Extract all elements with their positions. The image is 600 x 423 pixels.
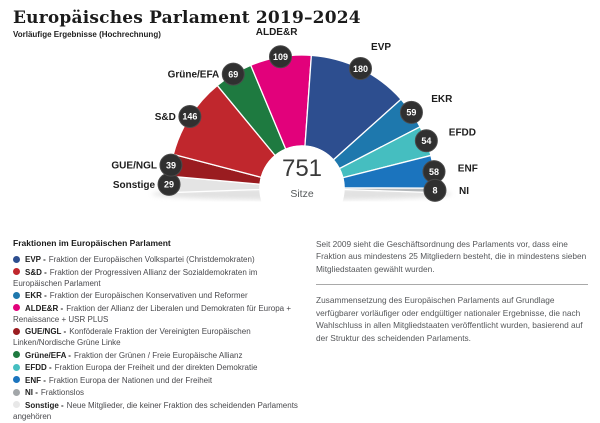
seat-badge-evp — [348, 57, 372, 81]
legend-group-code: NI - — [25, 388, 38, 398]
group-label-s-d: S&D — [155, 112, 176, 123]
seat-count-gue-ngl: 39 — [166, 160, 176, 170]
legend-group-description: Fraktion Europa der Freiheit und der dir… — [54, 363, 258, 373]
legend-color-dot-icon — [13, 363, 20, 371]
legend-item: ENF - Fraktion Europa der Nationen und de… — [13, 375, 305, 386]
legend-group-description: Fraktion der Progressiven Allianz der So… — [13, 267, 258, 288]
seat-count-efdd: 54 — [421, 136, 431, 146]
notes-divider — [316, 284, 588, 286]
legend-item: EKR - Fraktion der Europäischen Konservat… — [13, 290, 305, 301]
legend-color-dot-icon — [13, 304, 20, 312]
legend-color-dot-icon — [13, 327, 20, 335]
seat-count-ekr: 59 — [406, 108, 416, 118]
total-seats-value: 751 — [281, 155, 323, 182]
legend-color-dot-icon — [13, 351, 20, 359]
seat-count-gr-ne-efa: 69 — [228, 69, 238, 79]
legend-item: ALDE&R - Fraktion der Allianz der Liberal… — [13, 303, 305, 325]
seat-count-alde-r: 109 — [273, 52, 288, 62]
legend-item: S&D - Fraktion der Progressiven Allianz d… — [13, 267, 305, 289]
legend-group-code: GUE/NGL - — [25, 327, 67, 337]
seat-badge-s-d — [178, 104, 202, 128]
legend-group-description: Fraktion der Grünen / Freie Europäische … — [73, 350, 243, 360]
legend-group-description: Fraktion der Allianz der Liberalen und D… — [13, 303, 292, 324]
group-label-efdd: EFDD — [449, 127, 476, 138]
legend: Fraktionen im Europäischen Parlament EVP… — [13, 238, 305, 423]
seat-count-evp: 180 — [353, 64, 368, 74]
group-label-gr-ne-efa: Grüne/EFA — [168, 70, 220, 81]
seat-count-s-d: 146 — [182, 112, 197, 122]
page-subtitle: Vorläufige Ergebnisse (Hochrechnung) — [13, 30, 161, 39]
legend-item: Grüne/EFA - Fraktion der Grünen / Freie E… — [13, 350, 305, 361]
legend-item: EFDD - Fraktion Europa der Freiheit und d… — [13, 362, 305, 373]
seat-count-enf: 58 — [429, 167, 439, 177]
legend-item: GUE/NGL - Konföderale Fraktion der Verein… — [13, 326, 305, 348]
legend-item: Sonstige - Neue Mitglieder, die keiner Fr… — [13, 400, 305, 422]
legend-group-code: EKR - — [25, 291, 47, 301]
legend-group-description: Fraktion der Europäischen Volkspartei (C… — [48, 255, 255, 264]
hemicycle-chart: 29 Sonstige 39 GUE/NGL 146 S&D 69 Grüne/EFA 109 A… — [111, 27, 478, 228]
seat-badge-ni — [423, 178, 447, 202]
seat-count-sonstige: 29 — [164, 180, 174, 190]
legend-group-code: S&D - — [25, 267, 47, 277]
legend-color-dot-icon — [13, 401, 20, 409]
legend-group-code: ALDE&R - — [25, 303, 64, 313]
legend-color-dot-icon — [13, 376, 20, 384]
legend-group-code: Sonstige - — [25, 400, 64, 410]
group-label-gue-ngl: GUE/NGL — [111, 161, 157, 172]
legend-heading: Fraktionen im Europäischen Parlament — [13, 238, 171, 248]
seat-badge-gue-ngl — [159, 153, 183, 177]
legend-items: EVP - Fraktion der Europäischen Volkspart… — [13, 254, 305, 422]
seat-badge-ekr — [399, 100, 423, 124]
page-title: Europäisches Parlament 2019–2024 — [13, 8, 361, 28]
legend-group-description: Fraktion Europa der Nationen und der Fre… — [48, 375, 213, 385]
legend-color-dot-icon — [13, 268, 20, 276]
legend-color-dot-icon — [13, 388, 20, 396]
legend-group-description: Fraktionslos — [40, 388, 85, 398]
legend-group-code: Grüne/EFA - — [25, 350, 71, 360]
seat-count-ni: 8 — [432, 186, 437, 196]
notes-panel: Seit 2009 sieht die Geschäftsordnung des… — [316, 238, 588, 353]
legend-color-dot-icon — [13, 255, 20, 263]
note-composition: Zusammensetzung des Europäischen Parlame… — [316, 295, 583, 343]
seat-badge-alde-r — [268, 45, 292, 69]
legend-color-dot-icon — [13, 291, 20, 299]
group-label-alde-r: ALDE&R — [256, 27, 298, 38]
legend-group-code: EFDD - — [25, 363, 52, 373]
group-label-ni: NI — [459, 186, 469, 197]
seat-badge-efdd — [414, 129, 438, 153]
group-label-evp: EVP — [371, 42, 391, 53]
note-rules: Seit 2009 sieht die Geschäftsordnung des… — [316, 239, 587, 274]
seat-badge-gr-ne-efa — [221, 62, 245, 86]
hemicycle-inner-disc — [259, 145, 345, 228]
legend-item: NI - Fraktionslos — [13, 387, 305, 398]
legend-group-code: ENF - — [25, 375, 46, 385]
group-label-ekr: EKR — [431, 94, 453, 105]
legend-group-description: Konföderale Fraktion der Vereinigten Eur… — [13, 327, 251, 348]
group-label-sonstige: Sonstige — [113, 180, 156, 191]
legend-item: EVP - Fraktion der Europäischen Volkspart… — [13, 254, 305, 265]
group-label-enf: ENF — [458, 164, 478, 175]
total-seats-label: Sitze — [290, 188, 314, 200]
legend-group-code: EVP - — [25, 255, 46, 264]
legend-group-description: Fraktion der Europäischen Konservativen … — [49, 291, 248, 301]
